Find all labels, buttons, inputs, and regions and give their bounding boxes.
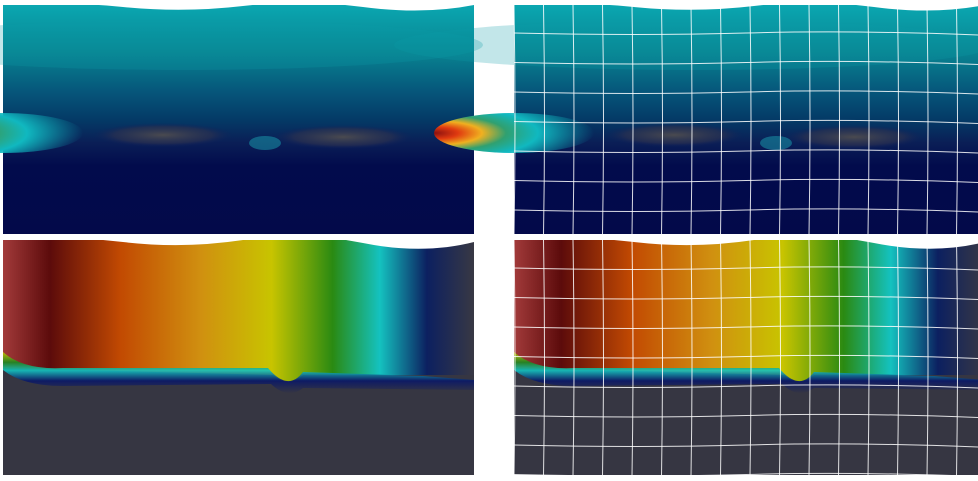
mesh-line: [513, 354, 978, 359]
mesh-line: [513, 413, 978, 418]
mesh-line: [513, 295, 978, 300]
mesh-line: [543, 239, 545, 477]
mesh-line: [631, 4, 634, 236]
mesh-line: [838, 239, 840, 477]
mesh-line: [926, 239, 929, 477]
mesh-line: [513, 239, 516, 477]
mesh-line: [513, 4, 516, 236]
bottom-right-panel: [514, 234, 978, 475]
mesh-line: [749, 239, 752, 477]
mesh-line: [513, 443, 978, 448]
bottom-left-panel: [3, 234, 474, 475]
mesh-line: [779, 239, 781, 477]
mesh-line: [808, 239, 811, 477]
top-right-panel: [394, 0, 978, 235]
mesh-line: [513, 472, 978, 477]
mesh-line: [661, 4, 663, 236]
mesh-overlay: [513, 4, 978, 477]
mesh-line: [513, 149, 978, 154]
mesh-line: [897, 239, 899, 477]
mesh-line: [513, 90, 978, 95]
mesh-line: [867, 239, 870, 477]
mesh-line: [513, 325, 978, 330]
mesh-line: [513, 31, 978, 36]
mesh-line: [720, 239, 722, 477]
mesh-line: [513, 119, 978, 124]
mesh-line: [513, 60, 978, 65]
mesh-line: [867, 4, 870, 236]
mesh-line: [513, 178, 978, 183]
mesh-line: [602, 4, 604, 236]
mesh-line: [513, 208, 978, 213]
mesh-line: [513, 384, 978, 389]
top-left-panel: [0, 0, 483, 235]
mesh-line: [779, 4, 781, 236]
mesh-line: [749, 4, 752, 236]
mesh-line: [897, 4, 899, 236]
mesh-line: [513, 266, 978, 271]
